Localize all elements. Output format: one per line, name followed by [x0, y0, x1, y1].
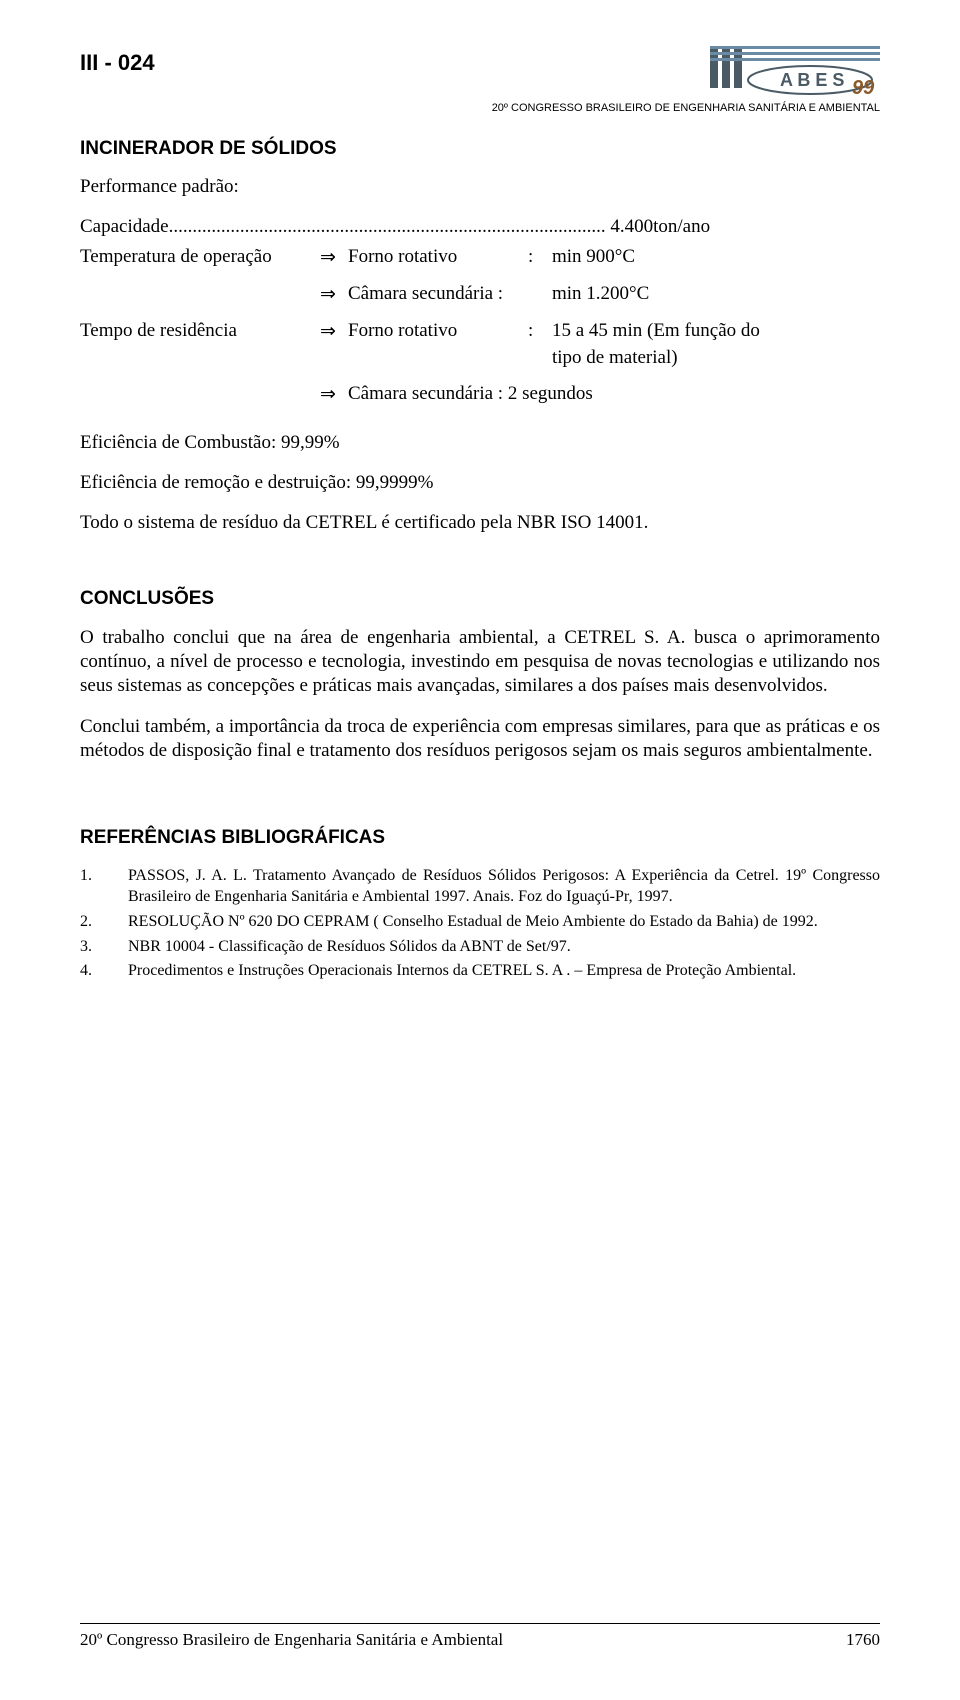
spec-temp-forno: Temperatura de operação ⇒ Forno rotativo…: [80, 246, 880, 269]
tempo-camara-value: Câmara secundária : 2 segundos: [348, 383, 880, 406]
tempo-label: Tempo de residência: [80, 320, 320, 343]
capacity-dots: ........................................…: [169, 216, 606, 237]
congress-logo-icon: A B E S 99: [710, 40, 880, 100]
reference-item: 2. RESOLUÇÃO Nº 620 DO CEPRAM ( Conselho…: [80, 911, 880, 933]
ref-text: RESOLUÇÃO Nº 620 DO CEPRAM ( Conselho Es…: [128, 911, 880, 933]
tempo-forno-value2: tipo de material): [552, 347, 880, 369]
capacity-value: 4.400ton/ano: [610, 216, 710, 237]
forno-label: Forno rotativo: [348, 246, 528, 269]
reference-list: 1. PASSOS, J. A. L. Tratamento Avançado …: [80, 865, 880, 982]
svg-text:A B E S: A B E S: [780, 70, 844, 90]
ref-num: 4.: [80, 960, 128, 982]
page-footer: 20º Congresso Brasileiro de Engenharia S…: [80, 1623, 880, 1650]
temp-camara-value: min 1.200°C: [552, 283, 880, 306]
ref-num: 3.: [80, 936, 128, 958]
reference-item: 4. Procedimentos e Instruções Operaciona…: [80, 960, 880, 982]
congress-caption: 20º CONGRESSO BRASILEIRO DE ENGENHARIA S…: [492, 102, 880, 114]
colon: :: [528, 246, 552, 269]
efficiency-removal: Eficiência de remoção e destruição: 99,9…: [80, 472, 880, 494]
arrow-icon: ⇒: [320, 383, 348, 406]
capacity-line: Capacidade..............................…: [80, 216, 880, 238]
reference-item: 3. NBR 10004 - Classificação de Resíduos…: [80, 936, 880, 958]
section-title-conclusoes: CONCLUSÕES: [80, 588, 880, 610]
camara-label: Câmara secundária :: [348, 283, 528, 306]
capacity-label: Capacidade: [80, 216, 169, 237]
footer-divider: [80, 1623, 880, 1624]
conclusion-p1: O trabalho conclui que na área de engenh…: [80, 626, 880, 697]
efficiency-combustion: Eficiência de Combustão: 99,99%: [80, 432, 880, 454]
ref-num: 1.: [80, 865, 128, 908]
certification-line: Todo o sistema de resíduo da CETREL é ce…: [80, 512, 880, 534]
tempo-forno-value: 15 a 45 min (Em função do: [552, 320, 880, 343]
page-number: 1760: [846, 1630, 880, 1650]
footer-left-text: 20º Congresso Brasileiro de Engenharia S…: [80, 1630, 503, 1650]
arrow-icon: ⇒: [320, 320, 348, 343]
forno-label: Forno rotativo: [348, 320, 528, 343]
temp-label: Temperatura de operação: [80, 246, 320, 269]
spec-tempo-forno-cont: tipo de material): [80, 347, 880, 369]
reference-item: 1. PASSOS, J. A. L. Tratamento Avançado …: [80, 865, 880, 908]
header-logo-block: A B E S 99 20º CONGRESSO BRASILEIRO DE E…: [492, 40, 880, 114]
spec-temp-camara: ⇒ Câmara secundária : min 1.200°C: [80, 283, 880, 306]
svg-text:99: 99: [852, 77, 875, 99]
ref-text: NBR 10004 - Classificação de Resíduos Só…: [128, 936, 880, 958]
section-title-incinerador: INCINERADOR DE SÓLIDOS: [80, 138, 880, 160]
page-header: III - 024 A B E S 99 20º CONGRESSO BRASI…: [80, 50, 880, 114]
arrow-icon: ⇒: [320, 283, 348, 306]
ref-text: Procedimentos e Instruções Operacionais …: [128, 960, 880, 982]
ref-num: 2.: [80, 911, 128, 933]
colon: :: [528, 320, 552, 343]
conclusion-p2: Conclui também, a importância da troca d…: [80, 715, 880, 763]
temp-forno-value: min 900°C: [552, 246, 880, 269]
arrow-icon: ⇒: [320, 246, 348, 269]
performance-label: Performance padrão:: [80, 176, 880, 198]
document-code: III - 024: [80, 50, 155, 76]
section-title-referencias: REFERÊNCIAS BIBLIOGRÁFICAS: [80, 827, 880, 849]
spec-tempo-camara: ⇒ Câmara secundária : 2 segundos: [80, 383, 880, 406]
spec-tempo-forno: Tempo de residência ⇒ Forno rotativo : 1…: [80, 320, 880, 343]
ref-text: PASSOS, J. A. L. Tratamento Avançado de …: [128, 865, 880, 908]
